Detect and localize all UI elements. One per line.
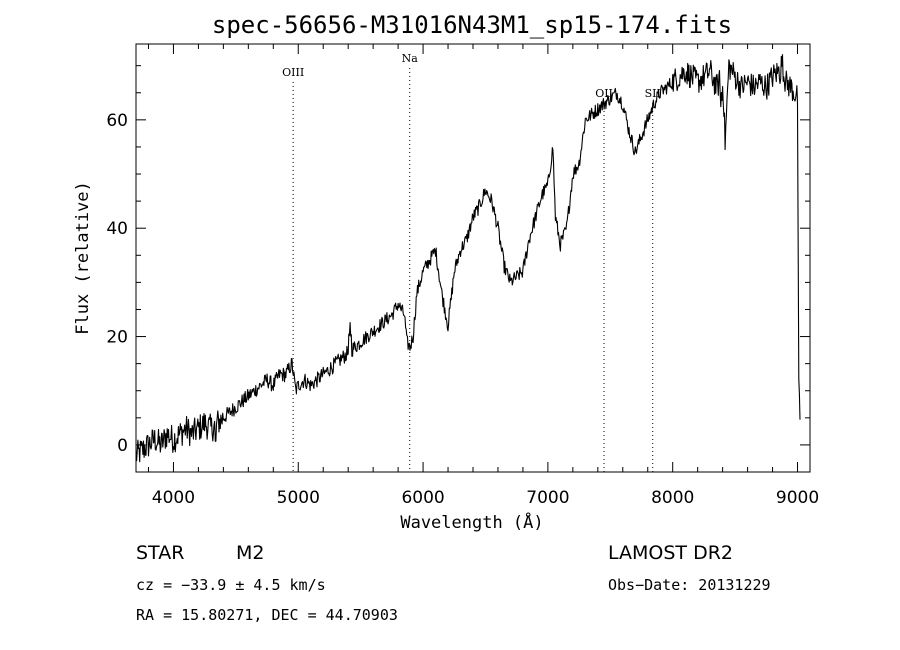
survey-name: LAMOST DR2 bbox=[608, 542, 733, 564]
plot-frame bbox=[135, 43, 811, 473]
y-axis-label: Flux (relative) bbox=[73, 181, 93, 335]
line-marker-label: OIII bbox=[282, 66, 304, 79]
x-tick-label: 4000 bbox=[152, 488, 195, 508]
chart-title: spec-56656-M31016N43M1_sp15-174.fits bbox=[212, 11, 732, 39]
x-axis-ticks: 4000 5000 6000 7000 8000 9000 bbox=[147, 44, 819, 508]
y-tick-label: 0 bbox=[117, 436, 128, 456]
x-tick-label: 9000 bbox=[776, 488, 819, 508]
observation-date: Obs−Date: 20131229 bbox=[608, 576, 771, 594]
x-tick-label: 6000 bbox=[401, 488, 444, 508]
spectrum-line bbox=[135, 54, 801, 463]
x-axis-label: Wavelength (Å) bbox=[400, 511, 543, 533]
ra-dec-coordinates: RA = 15.80271, DEC = 44.70903 bbox=[136, 606, 398, 624]
y-tick-label: 60 bbox=[106, 111, 128, 131]
y-tick-label: 40 bbox=[106, 219, 128, 239]
x-tick-label: 7000 bbox=[526, 488, 569, 508]
object-class: STAR bbox=[136, 542, 184, 564]
line-marker-label: Na bbox=[402, 52, 419, 65]
redshift-cz: cz = −33.9 ± 4.5 km/s bbox=[136, 576, 326, 594]
x-tick-label: 5000 bbox=[277, 488, 320, 508]
y-tick-label: 20 bbox=[106, 328, 128, 348]
x-tick-label: 8000 bbox=[651, 488, 694, 508]
y-axis-ticks: 0 20 40 60 bbox=[106, 65, 810, 473]
object-subclass: M2 bbox=[236, 542, 264, 564]
